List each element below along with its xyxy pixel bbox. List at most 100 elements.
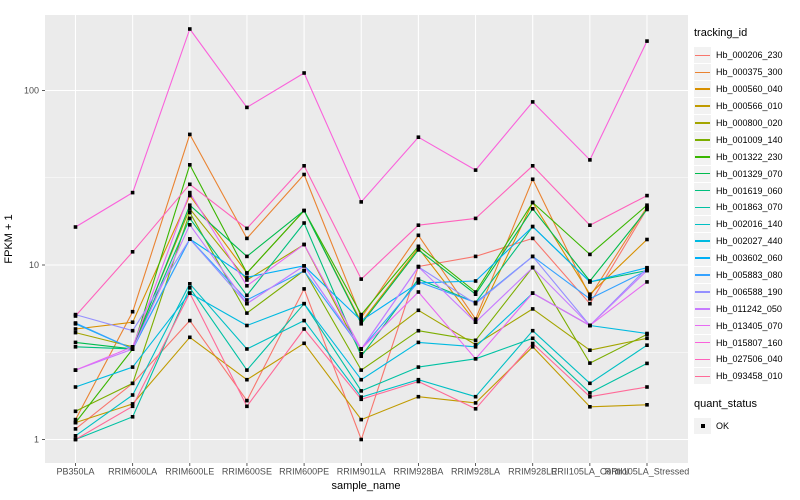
y-axis-title: FPKM + 1 — [3, 214, 15, 263]
data-point — [530, 307, 535, 311]
legend-line-icon — [695, 341, 710, 344]
data-point — [530, 291, 535, 295]
legend-item-label: Hb_001619_060 — [716, 185, 783, 196]
data-point — [245, 236, 249, 241]
data-point — [473, 290, 478, 294]
data-point — [245, 293, 249, 298]
data-point — [359, 368, 363, 372]
x-tick-label: RRIM928LA — [451, 467, 500, 477]
data-point — [416, 233, 421, 238]
data-point — [473, 301, 478, 306]
data-point — [359, 354, 363, 358]
legend-item-Hb_001863_070: Hb_001863_070 — [694, 199, 800, 216]
data-point — [188, 223, 192, 227]
legend-key-swatch — [694, 216, 711, 233]
legend-key-swatch — [694, 368, 711, 385]
data-point — [473, 216, 478, 221]
data-point — [473, 317, 478, 321]
data-point — [530, 254, 535, 259]
legend-item-label: Hb_000375_300 — [716, 67, 783, 78]
legend-quant-items: OK — [694, 418, 800, 435]
legend-item-label: Hb_015807_160 — [716, 337, 783, 348]
data-point — [473, 279, 478, 283]
data-point — [530, 341, 535, 346]
legend-item-label: OK — [716, 421, 730, 432]
data-point — [588, 223, 592, 227]
data-point — [473, 168, 478, 172]
legend-line-icon — [695, 54, 710, 57]
legend-item-label: Hb_093458_010 — [716, 371, 783, 382]
data-point — [645, 403, 649, 407]
data-point — [245, 284, 249, 288]
data-point — [588, 280, 592, 284]
data-point — [530, 200, 535, 205]
data-point — [245, 404, 249, 409]
legend-line-icon — [695, 105, 710, 107]
data-point — [588, 405, 592, 409]
data-point — [302, 164, 306, 168]
data-point — [188, 27, 192, 31]
data-point — [130, 328, 135, 333]
x-tick-label: RRIM600PE — [279, 467, 329, 477]
data-point — [130, 365, 135, 369]
data-point — [73, 340, 78, 345]
x-tick-labels: PB350LA RRIM600LA RRIM600LE RRIM600SE RRIM60… — [56, 467, 689, 477]
data-point — [588, 297, 592, 301]
data-point — [73, 417, 78, 422]
data-point — [645, 203, 649, 207]
data-point — [73, 368, 78, 372]
data-point — [588, 361, 592, 365]
legend-key-swatch — [694, 283, 711, 300]
data-point — [473, 357, 478, 361]
legend-line-icon — [695, 358, 710, 361]
legend-line-icon — [695, 88, 710, 91]
legend-item-Hb_093458_010: Hb_093458_010 — [694, 368, 800, 385]
data-point — [188, 335, 192, 340]
data-point — [645, 331, 649, 336]
data-point — [416, 265, 421, 269]
x-axis-title: sample_name — [331, 480, 400, 492]
data-point — [359, 389, 363, 393]
data-point — [588, 252, 592, 257]
data-point — [302, 264, 306, 268]
legend-line-icon — [695, 274, 710, 276]
data-point — [588, 292, 592, 296]
data-point — [73, 409, 78, 414]
data-point — [530, 236, 535, 241]
legend-item-label: Hb_001329_070 — [716, 168, 783, 179]
data-point — [188, 132, 192, 137]
data-point — [416, 394, 421, 399]
data-point — [245, 301, 249, 306]
data-point — [588, 294, 592, 299]
data-point — [416, 244, 421, 249]
data-point — [530, 164, 535, 168]
legend: tracking_id Hb_000206_230 Hb_000375_300 Hb… — [694, 27, 800, 435]
legend-line-icon — [695, 206, 710, 209]
data-point — [359, 315, 363, 320]
legend-key-swatch — [694, 47, 711, 64]
data-point — [645, 39, 649, 43]
data-point — [416, 280, 421, 284]
data-point — [130, 309, 135, 314]
legend-item-label: Hb_002016_140 — [716, 219, 783, 230]
data-point — [302, 287, 306, 291]
data-point — [130, 345, 135, 349]
legend-item-Hb_003602_060: Hb_003602_060 — [694, 250, 800, 267]
data-point — [645, 268, 649, 273]
data-point — [416, 135, 421, 139]
legend-item-label: Hb_001863_070 — [716, 202, 783, 213]
data-point — [188, 291, 192, 295]
data-point — [188, 207, 192, 211]
y-tick-label: 10 — [29, 260, 39, 270]
legend-line-icon — [695, 139, 710, 141]
legend-item-label: Hb_006588_190 — [716, 286, 783, 297]
data-point — [188, 163, 192, 167]
data-point — [645, 336, 649, 341]
data-point — [588, 323, 592, 328]
legend-item-Hb_001619_060: Hb_001619_060 — [694, 182, 800, 199]
data-point — [473, 292, 478, 296]
legend-item-label: Hb_027506_040 — [716, 354, 783, 365]
data-point — [645, 343, 649, 347]
data-point — [188, 286, 192, 290]
